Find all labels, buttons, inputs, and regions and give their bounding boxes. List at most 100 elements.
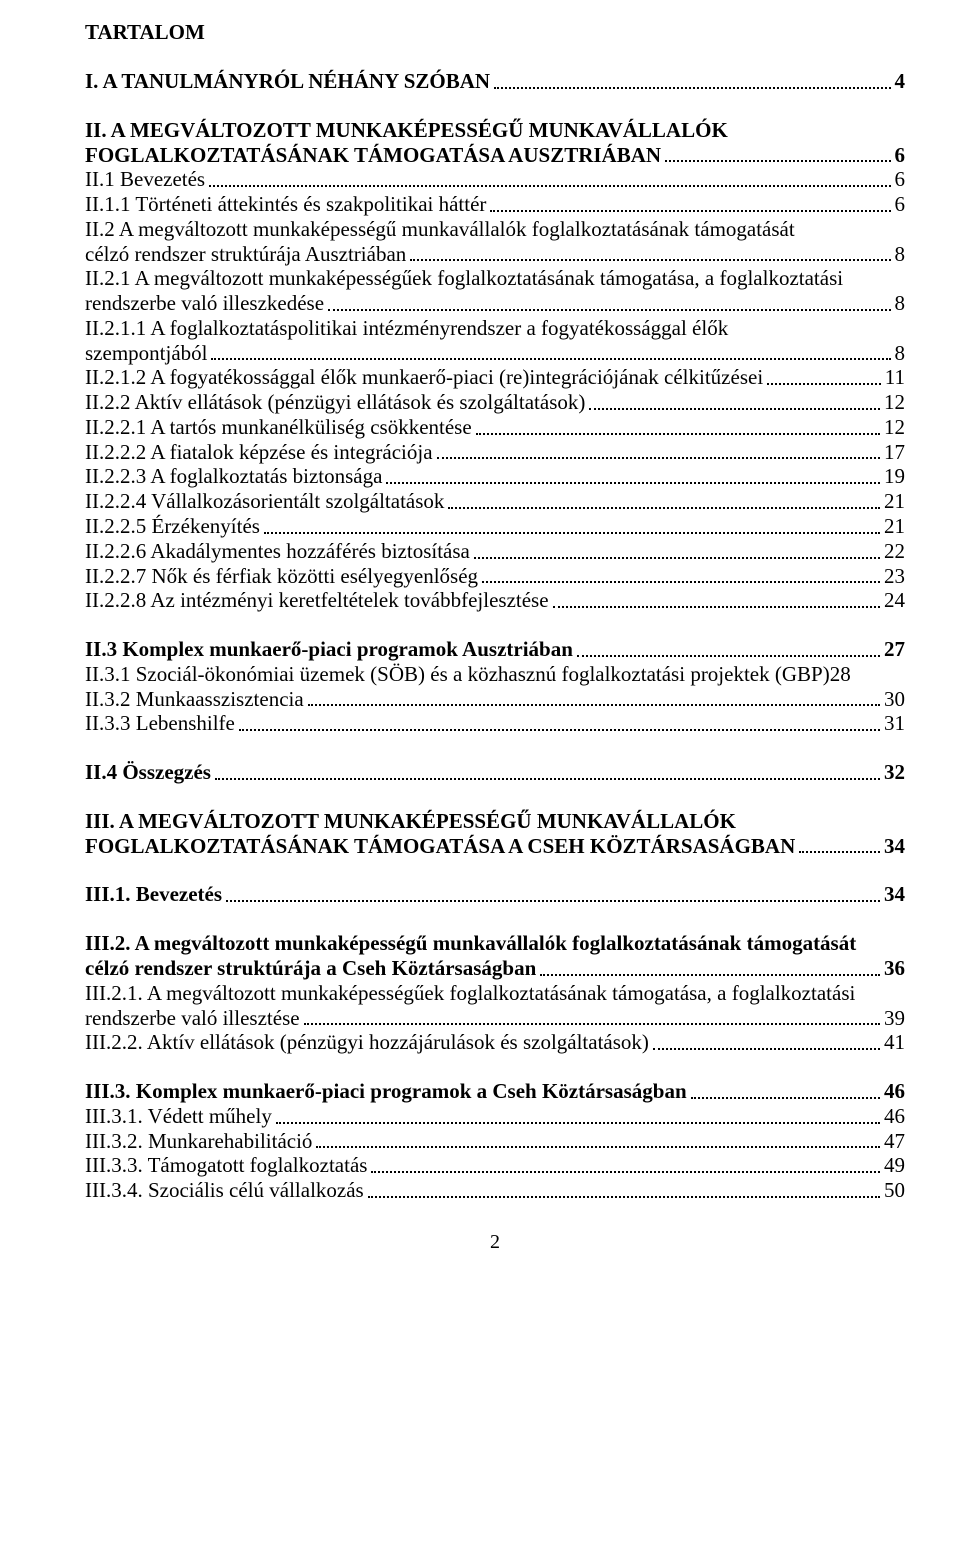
toc-entry: II.1 Bevezetés 6 (85, 167, 905, 192)
toc-entry-label: III.2.2. Aktív ellátások (pénzügyi hozzá… (85, 1030, 649, 1055)
toc-entry: II.2.2.5 Érzékenyítés 21 (85, 514, 905, 539)
toc-entry-page: 21 (884, 489, 905, 514)
toc-entry: III. A MEGVÁLTOZOTT MUNKAKÉPESSÉGŰ MUNKA… (85, 809, 905, 859)
toc-entry: II.2.2 Aktív ellátások (pénzügyi ellátás… (85, 390, 905, 415)
toc-entry: I. A TANULMÁNYRÓL NÉHÁNY SZÓBAN 4 (85, 69, 905, 94)
toc-leader (368, 1196, 880, 1198)
toc-entry: II.2.1.1 A foglalkoztatáspolitikai intéz… (85, 316, 905, 366)
toc-entry: II.2.2.1 A tartós munkanélküliség csökke… (85, 415, 905, 440)
toc-leader (691, 1097, 880, 1099)
toc-entry-label: II.3.2 Munkaasszisztencia (85, 687, 304, 712)
toc-entry-page: 6 (895, 167, 906, 192)
toc-entry: III.3.2. Munkarehabilitáció 47 (85, 1129, 905, 1154)
toc-entry-page: 24 (884, 588, 905, 613)
toc-gap (85, 858, 905, 882)
toc-entry-label: II.3 Komplex munkaerő-piaci programok Au… (85, 637, 573, 662)
toc-entry: III.3.3. Támogatott foglalkoztatás 49 (85, 1153, 905, 1178)
toc-leader (226, 900, 880, 902)
toc-entry-page: 47 (884, 1129, 905, 1154)
toc-entry: II.3.1 Szociál-ökonómiai üzemek (SÖB) és… (85, 662, 905, 687)
toc-entry-label: II.4 Összegzés (85, 760, 211, 785)
toc-entry-page: 50 (884, 1178, 905, 1203)
toc-entry-label: II.2.2 Aktív ellátások (pénzügyi ellátás… (85, 390, 585, 415)
toc-leader (276, 1122, 880, 1124)
toc-entry-label-line2: FOGLALKOZTATÁSÁNAK TÁMOGATÁSA AUSZTRIÁBA… (85, 143, 661, 168)
toc-entry-page: 39 (884, 1006, 905, 1031)
toc-leader (494, 87, 890, 89)
toc-entry: II.2.1.2 A fogyatékossággal élők munkaer… (85, 365, 905, 390)
toc-entry-label-line2: célzó rendszer struktúrája a Cseh Köztár… (85, 956, 536, 981)
toc-entry-page: 49 (884, 1153, 905, 1178)
toc-entry: III.3.4. Szociális célú vállalkozás 50 (85, 1178, 905, 1203)
toc-leader (448, 507, 880, 509)
toc-entry-page: 17 (884, 440, 905, 465)
toc-entry-label: II.2.2.6 Akadálymentes hozzáférés biztos… (85, 539, 470, 564)
toc-entry-page: 34 (884, 834, 905, 859)
toc-entry-label-line2: szempontjából (85, 341, 207, 366)
toc-leader (215, 778, 880, 780)
toc-entry-page: 28 (830, 662, 851, 687)
toc-leader (540, 974, 880, 976)
toc-leader (371, 1171, 880, 1173)
toc-entry-label-line1: III. A MEGVÁLTOZOTT MUNKAKÉPESSÉGŰ MUNKA… (85, 809, 905, 834)
toc-gap (85, 785, 905, 809)
toc-leader (264, 532, 880, 534)
toc-entry: III.1. Bevezetés 34 (85, 882, 905, 907)
toc-gap (85, 1055, 905, 1079)
toc-entry-label-line1: III.2. A megváltozott munkaképességű mun… (85, 931, 905, 956)
toc-entry-label: III.3.3. Támogatott foglalkoztatás (85, 1153, 367, 1178)
toc-entry-page: 21 (884, 514, 905, 539)
toc-leader (410, 259, 890, 261)
toc-entry-label: III.3.2. Munkarehabilitáció (85, 1129, 312, 1154)
toc-entry-page: 22 (884, 539, 905, 564)
toc-entry-label: II.2.2.7 Nők és férfiak közötti esélyegy… (85, 564, 478, 589)
toc-entry: III.3.1. Védett műhely 46 (85, 1104, 905, 1129)
toc-leader (767, 383, 881, 385)
toc-entry-page: 46 (884, 1104, 905, 1129)
toc-leader (665, 160, 890, 162)
toc-entry-label: II.2.2.3 A foglalkoztatás biztonsága (85, 464, 382, 489)
toc-entry: II.3.2 Munkaasszisztencia 30 (85, 687, 905, 712)
toc-gap (85, 907, 905, 931)
toc-entry-page: 30 (884, 687, 905, 712)
toc-leader (474, 557, 880, 559)
toc-leader (476, 433, 880, 435)
toc-entry: II.2.2.8 Az intézményi keretfeltételek t… (85, 588, 905, 613)
toc-entry: II.2.2.3 A foglalkoztatás biztonsága 19 (85, 464, 905, 489)
toc-entry-page: 31 (884, 711, 905, 736)
toc-entry-label: I. A TANULMÁNYRÓL NÉHÁNY SZÓBAN (85, 69, 490, 94)
toc-entry-label: III.3. Komplex munkaerő-piaci programok … (85, 1079, 687, 1104)
toc-entry-page: 23 (884, 564, 905, 589)
toc-entry-page: 12 (884, 390, 905, 415)
toc-body: I. A TANULMÁNYRÓL NÉHÁNY SZÓBAN 4 II. A M… (85, 69, 905, 1203)
toc-entry-label: II.2.2.2 A fiatalok képzése és integráci… (85, 440, 433, 465)
toc-entry-label: II.2.2.1 A tartós munkanélküliség csökke… (85, 415, 472, 440)
toc-entry-page: 46 (884, 1079, 905, 1104)
toc-entry-label-line2: célzó rendszer struktúrája Ausztriában (85, 242, 406, 267)
toc-gap (85, 613, 905, 637)
toc-leader (553, 606, 880, 608)
toc-entry-label: III.1. Bevezetés (85, 882, 222, 907)
toc-entry-label-line1: II. A MEGVÁLTOZOTT MUNKAKÉPESSÉGŰ MUNKAV… (85, 118, 905, 143)
toc-entry-page: 8 (895, 291, 906, 316)
toc-entry: II.2 A megváltozott munkaképességű munka… (85, 217, 905, 267)
toc-entry: II. A MEGVÁLTOZOTT MUNKAKÉPESSÉGŰ MUNKAV… (85, 118, 905, 168)
toc-entry: III.3. Komplex munkaerő-piaci programok … (85, 1079, 905, 1104)
toc-entry-label: II.2.1.2 A fogyatékossággal élők munkaer… (85, 365, 763, 390)
toc-leader (482, 581, 880, 583)
toc-entry: III.2.2. Aktív ellátások (pénzügyi hozzá… (85, 1030, 905, 1055)
toc-leader (308, 704, 880, 706)
toc-entry-label-line2: rendszerbe való illesztése (85, 1006, 300, 1031)
toc-entry-page: 6 (895, 192, 906, 217)
toc-entry-label: II.1 Bevezetés (85, 167, 205, 192)
toc-entry-page: 32 (884, 760, 905, 785)
toc-entry-page: 12 (884, 415, 905, 440)
toc-entry-label-line2: rendszerbe való illeszkedése (85, 291, 324, 316)
toc-entry-page: 6 (895, 143, 906, 168)
toc-entry-label-line1: II.2.1.1 A foglalkoztatáspolitikai intéz… (85, 316, 905, 341)
toc-entry-label-line1: II.2.1 A megváltozott munkaképességűek f… (85, 266, 905, 291)
toc-entry-label: II.2.2.4 Vállalkozásorientált szolgáltat… (85, 489, 444, 514)
toc-entry-label-line1: II.2 A megváltozott munkaképességű munka… (85, 217, 905, 242)
toc-leader (209, 185, 890, 187)
toc-page: TARTALOM I. A TANULMÁNYRÓL NÉHÁNY SZÓBAN… (0, 0, 960, 1274)
